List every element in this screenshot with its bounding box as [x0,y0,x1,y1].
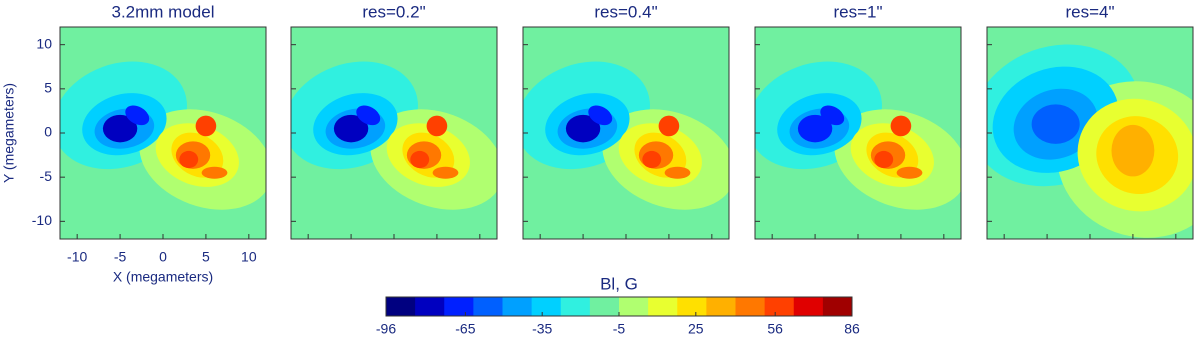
contour [356,105,381,126]
contour [658,115,680,137]
color-segment [502,297,533,316]
color-segment [822,297,853,316]
panel-title: res=0.4" [594,2,657,21]
colorbar-tick-label: 86 [844,321,860,337]
y-axis-label: Y (megameters) [1,83,17,183]
color-segment [386,297,416,316]
contour [890,115,912,137]
contour [797,114,833,143]
y-tick-label: 0 [44,124,52,140]
map-image [60,27,266,239]
panel-title: res=0.2" [362,2,425,21]
contour [125,105,150,126]
y-tick-label: -10 [32,212,52,228]
colorbar-tick-label: -5 [613,321,626,337]
colorbar-tick-label: -65 [455,321,475,337]
color-segment [677,297,707,316]
colorbar-tick-label: -35 [532,321,552,337]
y-tick-label: 10 [36,35,52,51]
contour [1111,124,1155,177]
map-image [523,27,729,239]
contour [588,105,613,126]
color-segment [531,297,562,316]
color-segment [706,297,736,316]
color-segment [735,297,766,316]
x-axis-label: X (megameters) [113,269,213,285]
x-tick-label: -5 [114,249,127,265]
contour [432,166,459,179]
map-image [755,27,961,239]
panel-title: res=1" [833,2,882,21]
colorbar-tick-label: 25 [688,321,704,337]
color-segment [648,297,678,316]
contour [874,150,894,169]
color-segment [415,297,445,316]
contour [642,150,662,169]
contour [195,115,217,137]
colorbar-title: Bl, G [600,274,638,293]
x-tick-label: -10 [67,249,87,265]
contour [179,150,199,169]
colorbar-tick-label: -96 [376,321,396,337]
color-segment [764,297,795,316]
color-segment [793,297,824,316]
map-image [987,27,1193,239]
color-segment [560,297,591,316]
color-segment [589,297,620,316]
contour [333,114,369,143]
color-segment [619,297,649,316]
contour [410,150,430,169]
x-tick-label: 0 [159,249,167,265]
panel-title: res=4" [1065,2,1114,21]
contour [664,166,691,179]
color-segment [444,297,474,316]
color-segment [473,297,503,316]
contour [896,166,923,179]
x-tick-label: 5 [202,249,210,265]
colorbar-tick-label: 56 [767,321,783,337]
contour [201,166,228,179]
y-tick-label: -5 [40,168,53,184]
contour [102,114,138,143]
contour [565,114,601,143]
map-image [291,27,497,239]
panel-title: 3.2mm model [112,2,215,21]
contour [1031,104,1080,144]
contour [426,115,448,137]
contour [820,105,845,126]
y-tick-label: 5 [44,80,52,96]
x-tick-label: 10 [241,249,257,265]
